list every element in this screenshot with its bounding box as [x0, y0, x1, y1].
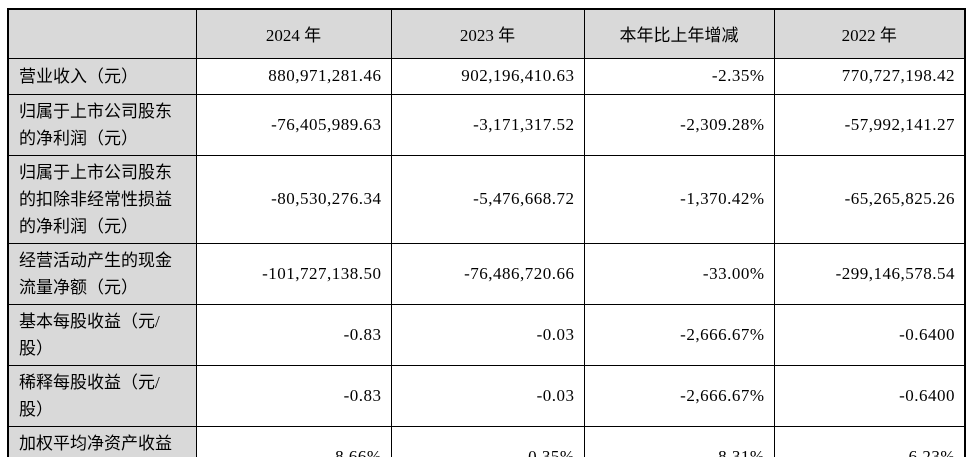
table-row-weighted-avg-roe: 加权平均净资产收益率 -8.66% -0.35% -8.31% -6.23%: [7, 425, 966, 457]
cell-2022: -6.23%: [773, 425, 966, 457]
cell-2023: -0.03: [390, 364, 585, 427]
cell-2023: 902,196,410.63: [390, 57, 585, 95]
header-empty-cell: [7, 8, 197, 59]
header-yoy-change: 本年比上年增减: [583, 8, 775, 59]
table-row-operating-cash-flow: 经营活动产生的现金流量净额（元） -101,727,138.50 -76,486…: [7, 242, 966, 305]
row-label: 稀释每股收益（元/股）: [7, 364, 197, 427]
row-label: 加权平均净资产收益率: [7, 425, 197, 457]
cell-yoy-change: -2,309.28%: [583, 93, 775, 156]
cell-2023: -0.03: [390, 303, 585, 366]
table-row-operating-revenue: 营业收入（元） 880,971,281.46 902,196,410.63 -2…: [7, 57, 966, 95]
cell-2024: -80,530,276.34: [195, 154, 392, 244]
cell-2024: -8.66%: [195, 425, 392, 457]
table-row-diluted-eps: 稀释每股收益（元/股） -0.83 -0.03 -2,666.67% -0.64…: [7, 364, 966, 427]
cell-2024: -76,405,989.63: [195, 93, 392, 156]
row-label: 基本每股收益（元/股）: [7, 303, 197, 366]
table-row-basic-eps: 基本每股收益（元/股） -0.83 -0.03 -2,666.67% -0.64…: [7, 303, 966, 366]
table-row-net-profit: 归属于上市公司股东的净利润（元） -76,405,989.63 -3,171,3…: [7, 93, 966, 156]
header-year-2023: 2023 年: [390, 8, 585, 59]
row-label: 归属于上市公司股东的净利润（元）: [7, 93, 197, 156]
cell-2022: -0.6400: [773, 364, 966, 427]
header-year-2024: 2024 年: [195, 8, 392, 59]
cell-yoy-change: -1,370.42%: [583, 154, 775, 244]
row-label: 归属于上市公司股东的扣除非经常性损益的净利润（元）: [7, 154, 197, 244]
cell-2022: -65,265,825.26: [773, 154, 966, 244]
cell-2022: 770,727,198.42: [773, 57, 966, 95]
cell-2023: -5,476,668.72: [390, 154, 585, 244]
cell-2024: -101,727,138.50: [195, 242, 392, 305]
cell-2024: -0.83: [195, 303, 392, 366]
cell-yoy-change: -2,666.67%: [583, 303, 775, 366]
cell-2022: -57,992,141.27: [773, 93, 966, 156]
header-year-2022: 2022 年: [773, 8, 966, 59]
cell-2022: -299,146,578.54: [773, 242, 966, 305]
cell-yoy-change: -8.31%: [583, 425, 775, 457]
cell-2023: -0.35%: [390, 425, 585, 457]
row-label: 营业收入（元）: [7, 57, 197, 95]
cell-2024: 880,971,281.46: [195, 57, 392, 95]
cell-yoy-change: -33.00%: [583, 242, 775, 305]
cell-2023: -3,171,317.52: [390, 93, 585, 156]
cell-2024: -0.83: [195, 364, 392, 427]
cell-2023: -76,486,720.66: [390, 242, 585, 305]
table-row-net-profit-excl-nonrecurring: 归属于上市公司股东的扣除非经常性损益的净利润（元） -80,530,276.34…: [7, 154, 966, 244]
row-label: 经营活动产生的现金流量净额（元）: [7, 242, 197, 305]
cell-2022: -0.6400: [773, 303, 966, 366]
cell-yoy-change: -2.35%: [583, 57, 775, 95]
cell-yoy-change: -2,666.67%: [583, 364, 775, 427]
header-row: 2024 年 2023 年 本年比上年增减 2022 年: [7, 8, 966, 59]
financial-summary-table: 2024 年 2023 年 本年比上年增减 2022 年 营业收入（元） 880…: [7, 8, 966, 457]
